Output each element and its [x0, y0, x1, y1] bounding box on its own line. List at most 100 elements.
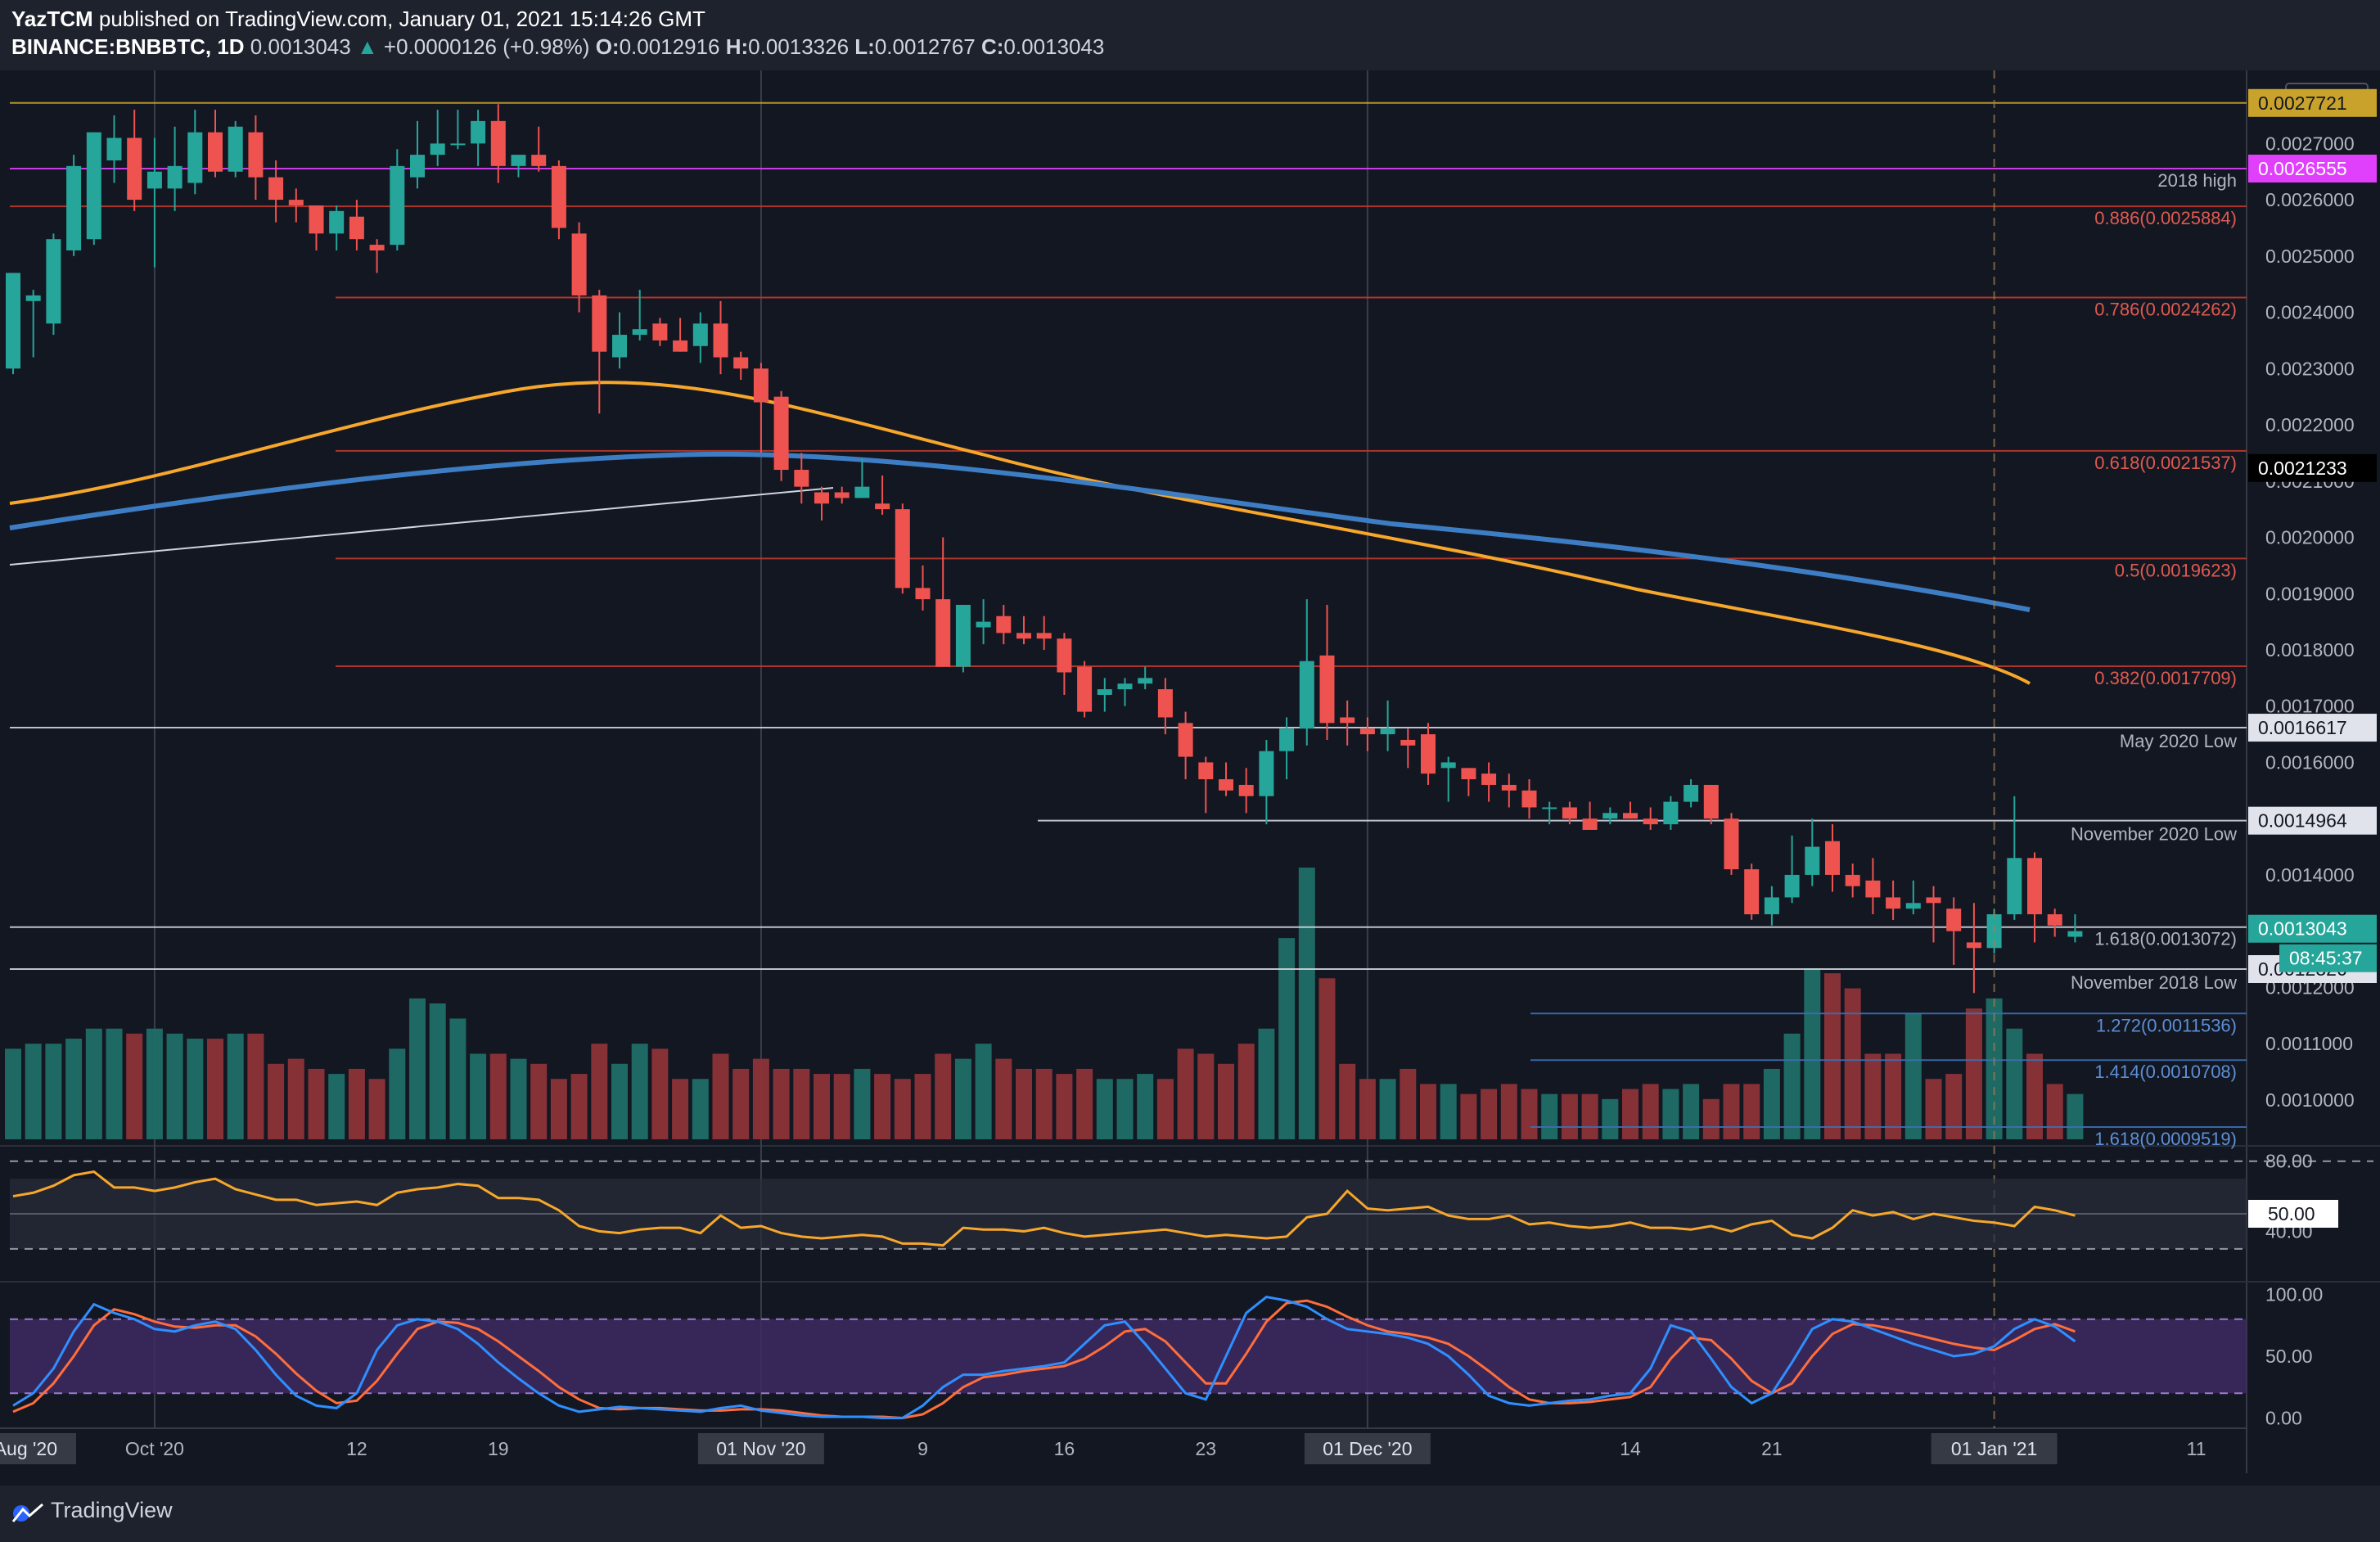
level-label-ext-1.272: 1.272(0.0011536) — [2096, 1015, 2237, 1035]
volume-bar — [1743, 1084, 1760, 1139]
volume-bar — [328, 1074, 345, 1139]
volume-bar — [247, 1033, 264, 1139]
price-axis — [2247, 70, 2380, 1473]
volume-bar — [409, 998, 426, 1139]
candle-body — [490, 120, 506, 166]
volume-bar — [389, 1048, 406, 1139]
candle-body — [692, 323, 708, 346]
candle-body — [1279, 728, 1295, 751]
time-tick-label: 9 — [917, 1438, 928, 1459]
candle-body — [187, 132, 203, 183]
volume-bar — [1864, 1053, 1882, 1139]
volume-bar — [530, 1063, 548, 1139]
badge-text-last-price: 0.0013043 — [2258, 918, 2347, 940]
volume-bar — [1278, 938, 1296, 1139]
badge-ma-value — [2248, 453, 2377, 482]
badge-text-top-line: 0.0027721 — [2258, 92, 2347, 114]
candle-body — [794, 470, 809, 487]
level-label-fib-0.886: 0.886(0.0025884) — [2094, 208, 2237, 228]
candle-body — [268, 177, 284, 201]
level-label-fib-0.618: 0.618(0.0021537) — [2094, 453, 2237, 473]
volume-bar — [1156, 1079, 1174, 1139]
volume-bar — [570, 1074, 588, 1139]
volume-bar — [489, 1053, 507, 1139]
volume-bar — [1339, 1063, 1356, 1139]
candle-body — [1299, 661, 1314, 729]
level-label-ext-1.618-a: 1.618(0.0013072) — [2094, 929, 2237, 949]
candle-body — [2007, 858, 2022, 915]
price-chart[interactable]: 2018 high 0.886(0.0025884) 0.786(0.0024262… — [0, 0, 2380, 1486]
rsi-tick-label: 80.00 — [2265, 1151, 2313, 1172]
volume-bar — [1561, 1093, 1578, 1139]
volume-bar — [45, 1044, 62, 1139]
candle-body — [450, 143, 466, 146]
candle-body — [834, 492, 850, 498]
candle-body — [1319, 655, 1335, 724]
stoch-k-series — [12, 1295, 2076, 1419]
volume-bar — [1056, 1074, 1073, 1139]
volume-bar — [833, 1074, 850, 1139]
time-tick-box — [697, 1433, 824, 1464]
volume-bar — [1642, 1084, 1659, 1139]
rsi-badge-text: 50.00 — [2268, 1203, 2315, 1224]
candle-body — [1157, 689, 1173, 718]
candle-body — [1521, 790, 1537, 808]
volume-bar — [1137, 1074, 1154, 1139]
candle-body — [1501, 784, 1517, 791]
candle-body — [1219, 779, 1233, 791]
candle-body — [1016, 633, 1031, 639]
candle-body — [733, 357, 749, 369]
publisher-name[interactable]: YazTCM — [11, 7, 93, 31]
candle-body — [329, 210, 345, 234]
volume-bar — [1237, 1044, 1255, 1139]
candle-body — [228, 126, 243, 172]
candle-body — [996, 615, 1012, 633]
tradingview-logo-icon[interactable] — [10, 1501, 46, 1526]
volume-bar — [975, 1044, 992, 1139]
level-label-may-2020-low: May 2020 Low — [2120, 731, 2237, 751]
volume-bar — [894, 1079, 911, 1139]
candle-body — [1138, 678, 1153, 684]
candle-body — [935, 599, 951, 667]
candle-body — [1886, 897, 1901, 909]
rsi-series — [12, 1170, 2076, 1247]
candle-body — [753, 368, 769, 403]
volume-bar — [227, 1033, 244, 1139]
volume-bar — [207, 1039, 223, 1139]
stoch-tick-label: 100.00 — [2265, 1284, 2323, 1305]
volume-bar — [126, 1033, 143, 1139]
volume-bar — [1683, 1084, 1700, 1139]
volume-bar — [732, 1068, 750, 1139]
volume-bar — [1581, 1093, 1598, 1139]
level-label-ext-1.618-b: 1.618(0.0009519) — [2094, 1129, 2237, 1149]
candle-body — [1643, 818, 1658, 825]
badge-last-price — [2248, 914, 2377, 943]
candle-body — [1562, 807, 1577, 819]
badge-timer — [2279, 944, 2377, 972]
tradingview-brand[interactable]: TradingView — [51, 1498, 173, 1522]
price-tick-label: 0.0022000 — [2265, 414, 2355, 435]
price-change: +0.0000126 (+0.98%) — [383, 34, 590, 59]
candle-body — [531, 155, 547, 166]
candle-body — [1623, 813, 1638, 819]
volume-bar — [1622, 1089, 1639, 1139]
time-tick-label: 12 — [346, 1438, 367, 1459]
volume-bar — [25, 1044, 42, 1139]
candle-body — [66, 165, 82, 250]
rsi-badge — [2248, 1200, 2338, 1228]
volume-bar — [1945, 1074, 1963, 1139]
volume-bar — [5, 1048, 21, 1139]
volume-bar — [995, 1058, 1012, 1139]
high-value: 0.0013326 — [748, 34, 850, 59]
volume-bar — [954, 1058, 971, 1139]
published-text: published on TradingView.com, January 01… — [98, 7, 705, 31]
level-label-november-2018-low: November 2018 Low — [2071, 972, 2237, 993]
volume-bar — [814, 1074, 830, 1139]
volume-bar — [187, 1039, 204, 1139]
chart-header — [0, 0, 2380, 70]
symbol-name[interactable]: BINANCE:BNBBTC, 1D — [11, 34, 245, 59]
volume-bar — [348, 1068, 365, 1139]
candle-body — [1845, 874, 1860, 886]
time-tick-label: 01 Dec '20 — [1323, 1438, 1412, 1459]
low-label: L: — [854, 34, 875, 59]
